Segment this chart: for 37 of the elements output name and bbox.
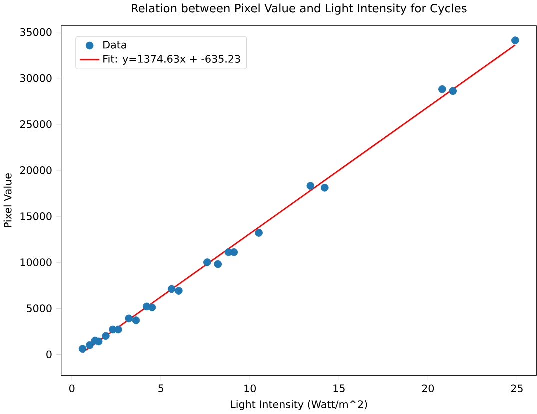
y-tick-label: 20000	[20, 166, 52, 174]
legend-label: Data	[104, 41, 126, 49]
x-tick-label: 25	[511, 384, 523, 392]
y-tick-label: 25000	[20, 120, 52, 128]
point	[214, 260, 222, 268]
point	[321, 184, 329, 192]
x-tick-label: 5	[158, 384, 164, 392]
x-tick-label: 20	[422, 384, 434, 392]
y-axis-title: Pixel Value	[4, 174, 12, 228]
y-tick-label: 15000	[20, 212, 52, 220]
point	[168, 285, 176, 294]
point	[102, 332, 110, 340]
x-axis-title: Light Intensity (Watt/m^2)	[231, 400, 368, 410]
point	[255, 229, 263, 237]
point	[306, 182, 315, 190]
x-tick-label: 15	[334, 384, 345, 392]
y-tick-label: 10000	[20, 258, 52, 266]
point	[125, 314, 133, 322]
point	[114, 326, 122, 334]
y-tick-label: 0	[46, 350, 52, 358]
y-tick-label: 5000	[27, 304, 52, 312]
point	[78, 345, 87, 353]
point	[86, 341, 94, 350]
point	[148, 304, 156, 312]
chart-title: Relation between Pixel Value and Light Intensity for Cycles	[132, 4, 467, 15]
point	[512, 36, 520, 44]
y-tick-label: 30000	[20, 74, 52, 82]
point	[230, 248, 238, 256]
point	[132, 316, 140, 324]
y-tick-label: 35000	[20, 28, 52, 36]
x-tick-label: 0	[70, 384, 75, 392]
legend-label: Fit: y=1374.63x + -635.23	[104, 54, 240, 65]
point	[438, 85, 446, 94]
x-tick-label: 10	[244, 384, 256, 392]
point	[175, 287, 183, 295]
point	[204, 258, 212, 266]
point	[449, 87, 457, 96]
